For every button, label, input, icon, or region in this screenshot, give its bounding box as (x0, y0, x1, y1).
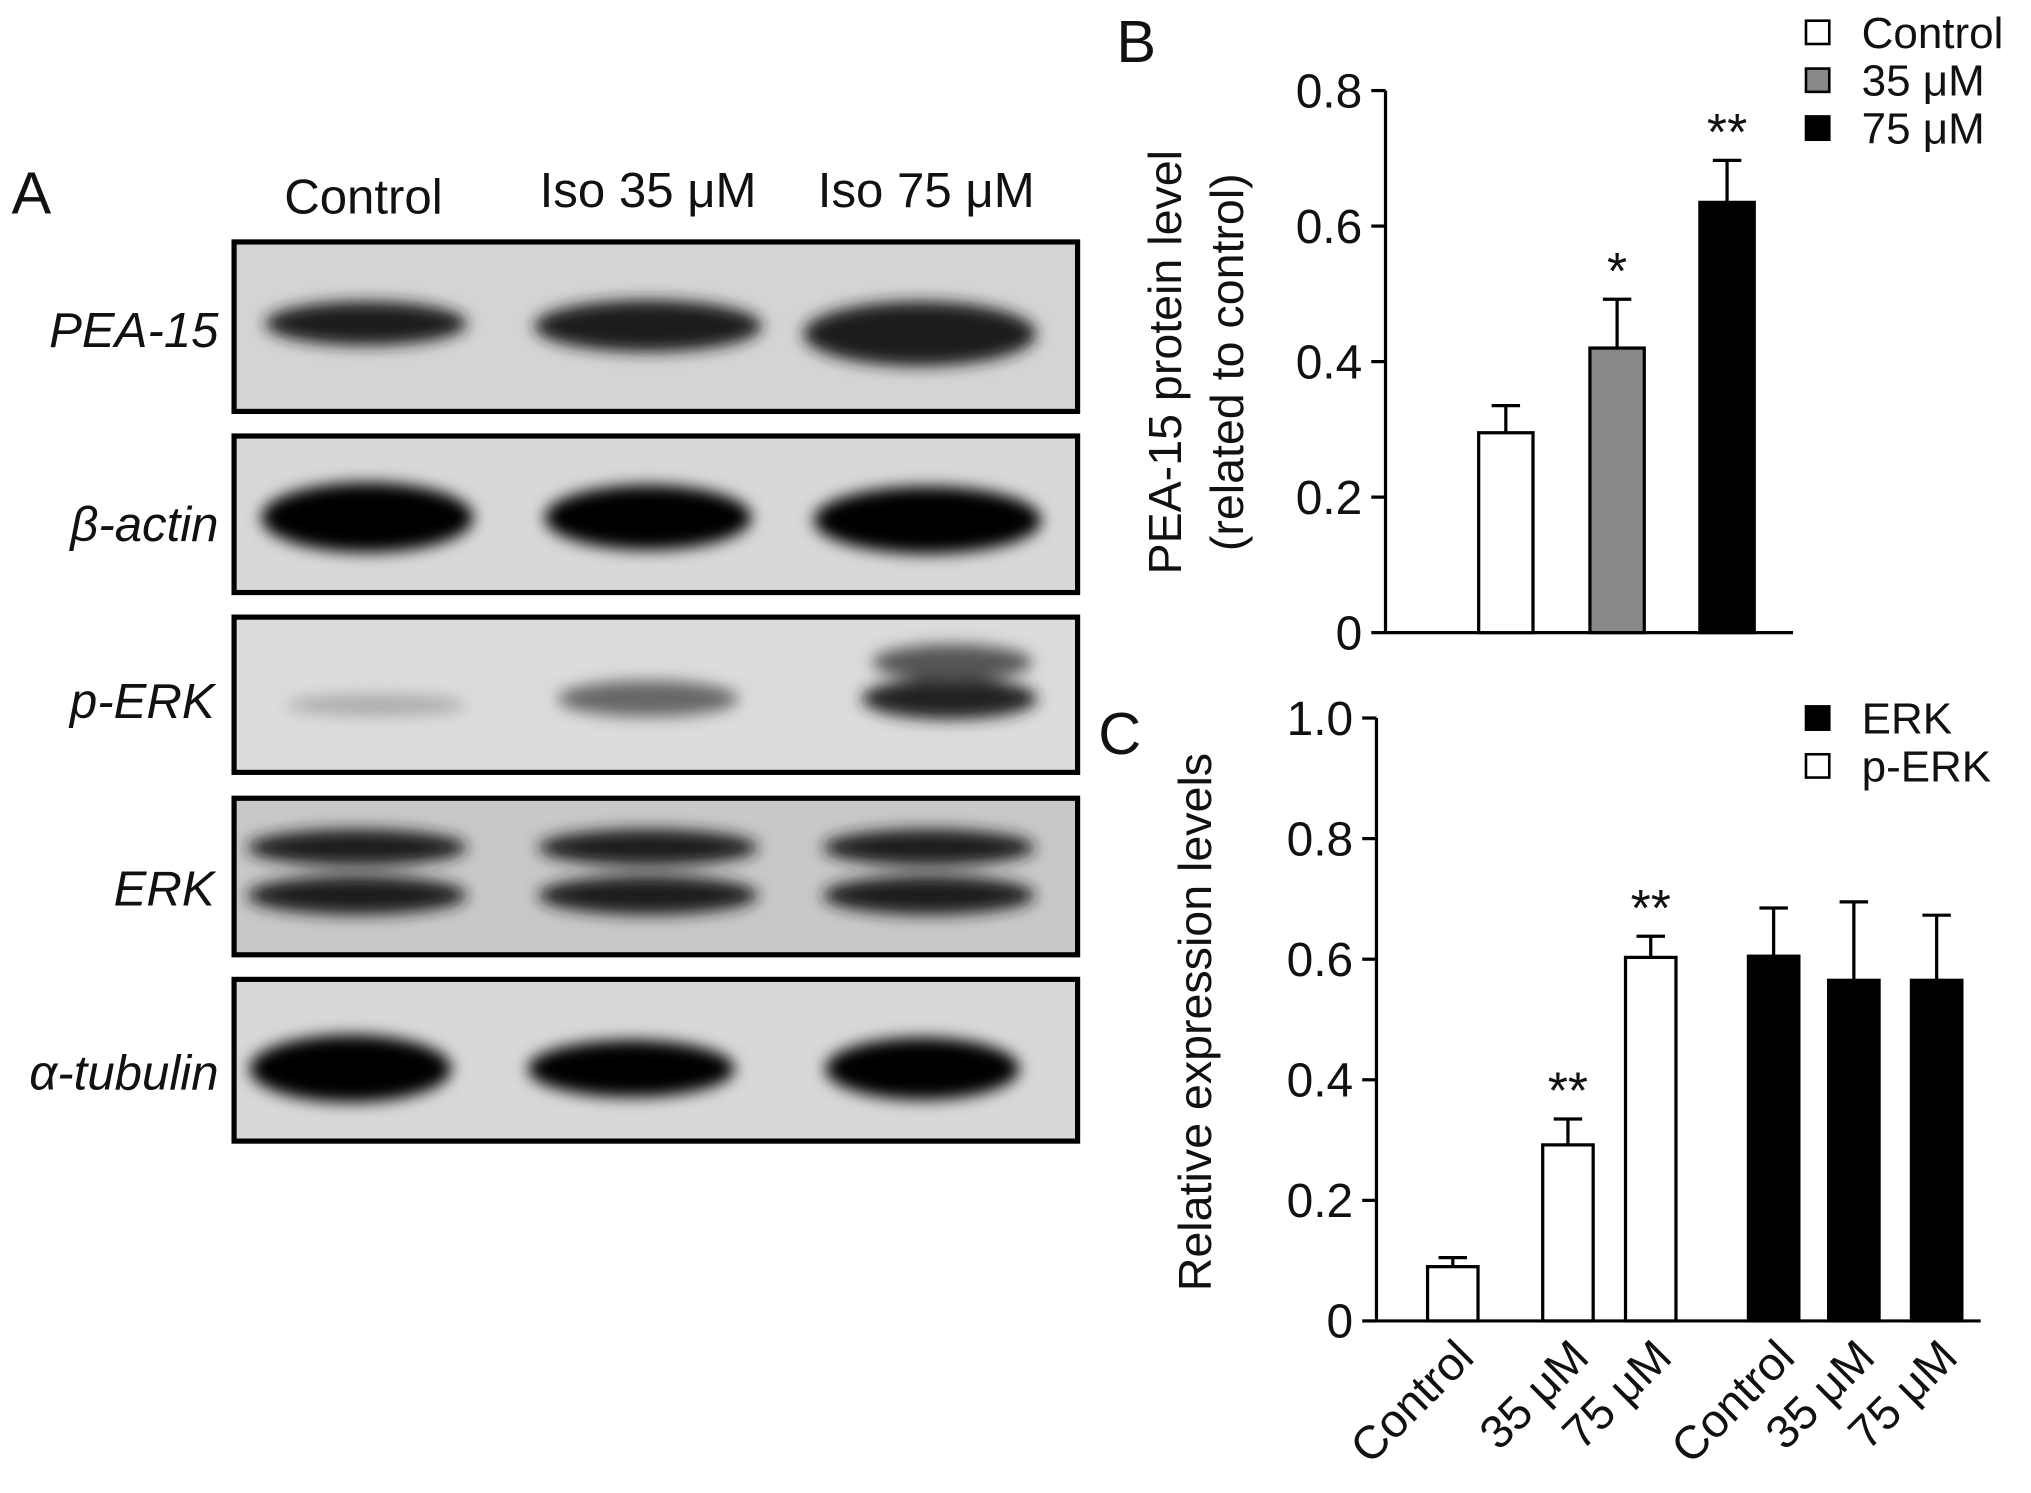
row-label: ERK (114, 862, 217, 917)
blot-row: α-tubulin (29, 976, 1081, 1144)
significance: ** (1631, 879, 1671, 937)
lane-label: Control (284, 169, 442, 224)
row-label: β-actin (68, 497, 218, 552)
x-tick-label: Control (1340, 1330, 1483, 1473)
y-tick-label: 0.8 (1287, 813, 1354, 866)
blot-panel: A Control Iso 35 μM Iso 75 μM PEA-15 β-a… (12, 159, 1081, 1144)
y-tick-label: 0.4 (1296, 336, 1363, 389)
error-bar (1712, 158, 1742, 203)
bar (1588, 346, 1646, 635)
bar (1425, 1265, 1480, 1323)
bar (1541, 1143, 1595, 1323)
y-tick-label: 0.2 (1287, 1175, 1354, 1228)
lane-label: Iso 75 μM (818, 163, 1035, 218)
row-label: p-ERK (68, 674, 217, 729)
legend-label: 75 μM (1862, 105, 1985, 154)
bands (247, 829, 1035, 915)
blot-row: ERK (114, 795, 1081, 958)
legend-label: ERK (1862, 695, 1952, 744)
legend-swatch (1804, 67, 1831, 94)
legend-label: Control (1862, 9, 2004, 58)
legend-swatch (1804, 752, 1831, 779)
error-bar (1438, 1256, 1468, 1267)
significance: ** (1548, 1062, 1588, 1120)
blot-row: β-actin (68, 433, 1081, 596)
y-tick-label: 0.8 (1296, 65, 1363, 118)
bands (285, 644, 1038, 720)
error-bar (1491, 404, 1521, 433)
significance: * (1607, 242, 1627, 300)
bar (1746, 954, 1801, 1323)
bar (1623, 955, 1678, 1323)
error-bar (1922, 913, 1951, 981)
bar (1477, 431, 1535, 635)
chart: C Relative expression levels 0 0.2 0.4 0.6 0.8… (1098, 693, 1991, 1473)
y-axis-label: (related to control) (1201, 173, 1253, 551)
legend-label: 35 μM (1862, 57, 1985, 106)
y-tick-label: 0.6 (1296, 201, 1363, 254)
y-tick-label: 0.4 (1287, 1055, 1354, 1108)
y-tick-label: 0.6 (1287, 934, 1354, 987)
panel-label: A (12, 159, 52, 226)
legend-label: p-ERK (1862, 742, 1992, 791)
lane-label: Iso 35 μM (540, 163, 757, 218)
error-bar (1553, 1117, 1583, 1145)
legend-swatch (1804, 19, 1831, 46)
y-axis-label: Relative expression levels (1169, 753, 1221, 1291)
blot-row: PEA-15 (49, 239, 1081, 415)
error-bar (1636, 934, 1665, 958)
row-label: PEA-15 (49, 303, 219, 358)
blot-row: p-ERK (68, 614, 1081, 775)
y-tick-label: 0 (1336, 607, 1363, 660)
bands (261, 482, 1042, 554)
panel-label: C (1098, 700, 1141, 767)
row-label: α-tubulin (29, 1045, 218, 1100)
chart: B PEA-15 protein level (related to control… (1116, 8, 2003, 660)
error-bar (1759, 906, 1788, 957)
panel-label: B (1116, 8, 1156, 75)
error-bar (1602, 297, 1632, 349)
bar (1698, 200, 1756, 635)
y-tick-label: 0 (1327, 1296, 1354, 1349)
legend-swatch (1804, 115, 1831, 142)
bar (1909, 978, 1964, 1323)
y-tick-label: 1.0 (1287, 693, 1354, 746)
y-tick-label: 0.2 (1296, 472, 1363, 525)
bands (249, 1035, 1020, 1103)
legend-swatch (1804, 705, 1831, 731)
y-axis-label: PEA-15 protein level (1139, 150, 1191, 574)
bar (1827, 978, 1881, 1323)
bands (265, 300, 1037, 367)
significance: ** (1707, 103, 1747, 161)
error-bar (1839, 900, 1869, 981)
